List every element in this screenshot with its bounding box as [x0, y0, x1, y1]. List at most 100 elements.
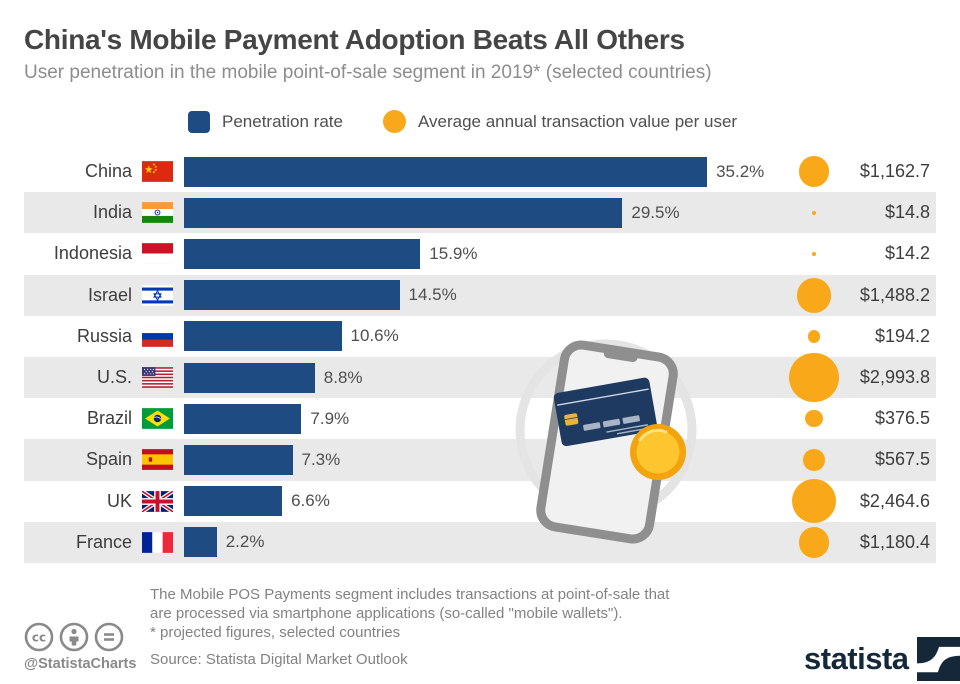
- penetration-bar: [184, 321, 342, 352]
- footnote-line: are processed via smartphone application…: [150, 605, 623, 622]
- bubble-zone: [774, 352, 854, 403]
- transaction-value-label: $14.8: [884, 202, 930, 223]
- flag-uk-icon: [142, 490, 173, 512]
- flag-russia-icon: [142, 326, 173, 347]
- statista-logo-mark: [916, 637, 960, 681]
- bar-zone: 7.9%: [173, 403, 774, 434]
- chart-rows: China ★ 35.2% $1,162.7 India 29.5% $14.8 Indone…: [24, 151, 936, 563]
- statista-logo: statista: [804, 637, 960, 681]
- bubble-zone: [774, 526, 854, 558]
- source-line: Source: Statista Digital Market Outlook: [150, 651, 408, 668]
- transaction-value-label: $2,464.6: [859, 490, 930, 511]
- country-label: Russia: [76, 325, 132, 346]
- penetration-bar: [184, 197, 623, 228]
- transaction-value-label: $376.5: [874, 408, 930, 429]
- penetration-value-label: 6.6%: [291, 491, 330, 511]
- bubble-zone: [774, 330, 854, 343]
- bubble-zone: [774, 251, 854, 256]
- penetration-value-label: 7.9%: [310, 408, 350, 428]
- penetration-bar: [184, 486, 283, 517]
- table-row: India 29.5% $14.8: [24, 192, 936, 234]
- creative-commons-block: cc @StatistaCharts: [24, 622, 144, 672]
- bar-zone: 14.5%: [173, 280, 774, 311]
- bar-zone: 10.6%: [173, 321, 774, 352]
- penetration-bar: [184, 362, 315, 393]
- country-label: Israel: [87, 284, 132, 305]
- bubble-zone: [774, 449, 854, 471]
- penetration-value-label: 2.2%: [225, 532, 265, 552]
- penetration-value-label: 10.6%: [350, 326, 399, 346]
- svg-text:★: ★: [144, 164, 153, 176]
- transaction-value-label: $1,488.2: [859, 284, 930, 305]
- table-row: Spain 7.3% $567.5: [24, 439, 936, 481]
- penetration-value-label: 7.3%: [301, 449, 341, 469]
- bubble-zone: [774, 478, 854, 524]
- flag-israel-icon: [142, 284, 173, 306]
- table-row: Russia 10.6% $194.2: [24, 316, 936, 357]
- penetration-bar: [184, 527, 217, 558]
- chart-subtitle: User penetration in the mobile point-of-…: [24, 62, 712, 83]
- penetration-bar: [184, 280, 400, 311]
- svg-text:cc: cc: [32, 631, 46, 645]
- country-label: France: [75, 531, 132, 552]
- transaction-bubble: [812, 210, 816, 215]
- penetration-value-label: 15.9%: [429, 243, 478, 263]
- bar-zone: 2.2%: [173, 527, 774, 558]
- penetration-legend-swatch: [188, 110, 210, 133]
- flag-france-icon: [142, 531, 173, 553]
- flag-indonesia-icon: [142, 243, 173, 265]
- penetration-value-label: 29.5%: [631, 202, 680, 222]
- transaction-bubble: [807, 330, 821, 343]
- flag-us-icon: [142, 367, 173, 388]
- table-row: Indonesia 15.9% $14.2: [24, 233, 936, 274]
- flag-brazil-icon: [142, 408, 173, 430]
- transaction-bubble: [789, 352, 839, 403]
- statista-wordmark: statista: [804, 641, 909, 676]
- transaction-value-label: $2,993.8: [859, 367, 930, 388]
- transaction-bubble: [798, 526, 830, 558]
- transaction-value-label: $14.2: [884, 243, 930, 264]
- penetration-bar: [184, 403, 302, 434]
- country-label: Indonesia: [53, 243, 132, 264]
- cc-attribution-icon: [59, 622, 89, 652]
- footnote: The Mobile POS Payments segment includes…: [150, 585, 669, 642]
- penetration-bar: [184, 238, 421, 269]
- country-label: India: [92, 202, 132, 223]
- statista-charts-handle: @StatistaCharts: [24, 656, 137, 672]
- country-label: U.S.: [96, 367, 132, 388]
- transaction-bubble: [798, 156, 830, 187]
- transaction-value-label: $1,162.7: [859, 161, 930, 182]
- country-label: UK: [106, 490, 132, 511]
- transaction-bubble: [796, 277, 832, 313]
- table-row: France 2.2% $1,180.4: [24, 521, 936, 563]
- penetration-value-label: 14.5%: [408, 285, 457, 305]
- footnote-line: The Mobile POS Payments segment includes…: [150, 586, 670, 603]
- transaction-bubble: [803, 449, 825, 471]
- bar-zone: 35.2%: [173, 156, 774, 187]
- bar-zone: 6.6%: [173, 486, 774, 517]
- bar-zone: 29.5%: [173, 197, 774, 228]
- bubble-zone: [774, 156, 854, 187]
- bubble-zone: [774, 210, 854, 215]
- cc-license-icon: cc: [24, 622, 54, 652]
- penetration-value-label: 8.8%: [323, 367, 363, 387]
- penetration-bar: [184, 444, 293, 475]
- country-label: Spain: [85, 449, 132, 470]
- legend: Penetration rate Average annual transact…: [188, 110, 737, 133]
- flag-china-icon: ★: [142, 161, 173, 182]
- transaction-bubble: [805, 409, 823, 428]
- country-label: Brazil: [86, 408, 132, 429]
- country-label: China: [84, 161, 132, 182]
- transaction-bubble: [812, 251, 816, 256]
- penetration-legend-label: Penetration rate: [222, 111, 343, 131]
- transaction-value-label: $567.5: [874, 449, 930, 470]
- transaction-value-label: $1,180.4: [859, 531, 930, 552]
- penetration-value-label: 35.2%: [716, 161, 765, 181]
- chart-title: China's Mobile Payment Adoption Beats Al…: [24, 24, 685, 55]
- transaction-bubble: [791, 478, 837, 524]
- transaction-legend-label: Average annual transaction value per use…: [417, 111, 738, 131]
- flag-spain-icon: [142, 449, 173, 471]
- bar-zone: 15.9%: [173, 238, 774, 269]
- bar-zone: 8.8%: [173, 362, 774, 393]
